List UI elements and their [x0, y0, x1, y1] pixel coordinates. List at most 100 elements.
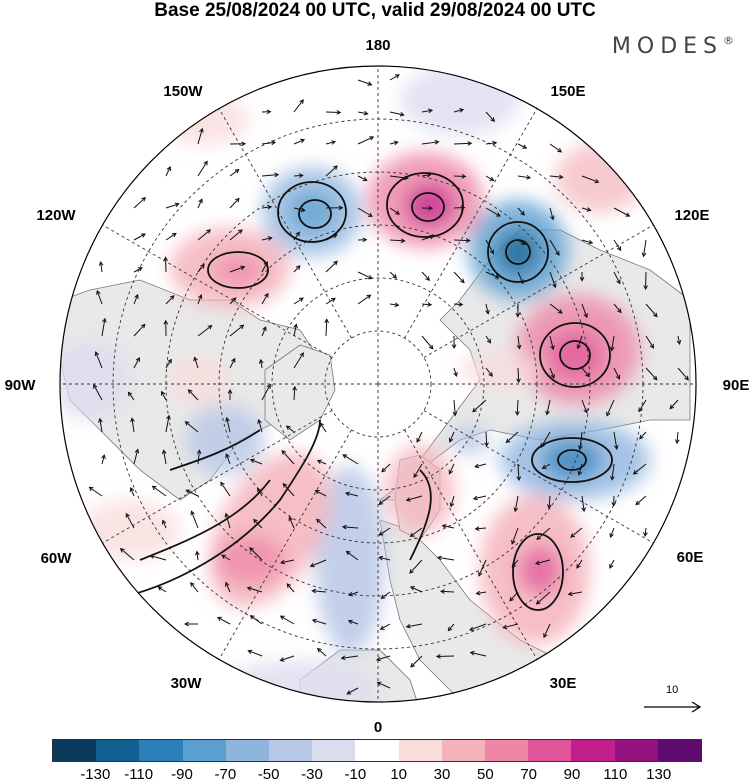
wind-vector-shaft	[197, 450, 200, 465]
wind-vector-head	[570, 533, 576, 538]
wind-vector	[261, 383, 271, 401]
wind-vector-shaft	[325, 165, 338, 177]
wind-vector-shaft	[613, 271, 621, 284]
wind-vector	[409, 559, 423, 574]
anomaly-positive-russia-core	[518, 545, 562, 595]
wind-vector-shaft	[473, 495, 487, 500]
wind-vector-shaft	[581, 175, 599, 183]
reference-vector	[644, 701, 702, 713]
wind-vector	[549, 174, 564, 180]
wind-vector-head	[332, 234, 338, 239]
wind-vector-shaft	[540, 431, 551, 448]
wind-vector-head	[309, 562, 315, 568]
wind-vector	[246, 586, 263, 593]
wind-vector	[249, 615, 263, 625]
wind-vector-shaft	[611, 463, 615, 480]
wind-vector-head	[555, 250, 560, 256]
wind-vector-shaft	[613, 367, 620, 380]
wind-vector-shaft	[581, 207, 591, 211]
wind-vector-shaft	[536, 591, 551, 605]
wind-vector-head	[166, 166, 171, 171]
wind-vector	[439, 589, 455, 594]
wind-vector-head	[616, 246, 622, 252]
wind-vector-head	[581, 507, 586, 513]
wind-vector-head	[267, 204, 273, 210]
wind-vector-shaft	[150, 555, 167, 561]
wind-vector-shaft	[389, 111, 404, 116]
wind-vector	[325, 205, 344, 211]
wind-vector-shaft	[261, 174, 279, 177]
wind-vector-head	[519, 279, 524, 285]
wind-vector-head	[166, 414, 171, 420]
wind-vector-head	[488, 372, 493, 377]
wind-vector	[515, 303, 521, 318]
wind-vector-shaft	[389, 271, 397, 279]
wind-vector-head	[576, 344, 582, 350]
wind-vector	[196, 449, 202, 465]
wind-vector-shaft	[517, 335, 520, 349]
lon-label-180: 180	[365, 37, 390, 54]
wind-vector-shaft	[472, 399, 487, 413]
wind-vector-shaft	[453, 303, 463, 306]
wind-vector-shaft	[581, 367, 590, 377]
streamline-loop-bering-high	[386, 172, 464, 238]
wind-vector-shaft	[421, 271, 430, 281]
wind-vector-shaft	[436, 655, 455, 658]
wind-vector	[380, 591, 391, 600]
wind-vector	[378, 495, 391, 505]
latitude-circle-70	[271, 277, 485, 491]
wind-vector	[184, 421, 199, 433]
wind-vector-head	[262, 326, 267, 332]
wind-vector-head	[379, 625, 385, 630]
wind-vector-head	[101, 454, 106, 460]
wind-vector	[225, 453, 231, 465]
wind-vector-head	[169, 295, 175, 300]
wind-vector	[193, 356, 199, 369]
wind-vector-shaft	[161, 391, 167, 401]
wind-vector-head	[282, 482, 288, 488]
wind-vector-shaft	[196, 551, 199, 561]
streamline-loop-russia-high	[512, 533, 564, 611]
wind-vector	[517, 174, 532, 180]
wind-vector	[319, 422, 327, 433]
wind-vector	[546, 495, 552, 510]
wind-vector	[606, 399, 615, 417]
wind-vector	[447, 623, 455, 632]
anomaly-positive-east-atlantic	[80, 500, 180, 560]
wind-vector-shaft	[579, 431, 583, 450]
wind-vector-head	[184, 621, 189, 627]
wind-vector-head	[399, 112, 405, 117]
wind-vector	[130, 417, 135, 433]
wind-vector-head	[102, 317, 107, 323]
wind-vector-shaft	[194, 357, 199, 369]
wind-vector	[516, 335, 522, 350]
wind-vector-head	[459, 278, 465, 284]
wind-vector-head	[513, 507, 519, 513]
anomaly-positive-gulf-alaska	[160, 95, 250, 145]
colorbar-cell	[571, 740, 615, 761]
wind-vector	[535, 591, 551, 605]
wind-vector	[502, 623, 519, 630]
colorbar-cell	[269, 740, 313, 761]
wind-vector-shaft	[293, 207, 305, 212]
wind-vector-head	[540, 443, 545, 449]
wind-vector	[436, 555, 455, 561]
wind-vector	[347, 619, 359, 625]
wind-vector-shaft	[611, 335, 615, 351]
reference-vector-head	[691, 701, 702, 713]
wind-vector	[165, 358, 172, 369]
wind-vector	[229, 197, 240, 209]
wind-vector-shaft	[576, 559, 583, 569]
wind-vector-shaft	[376, 655, 391, 661]
wind-vector	[453, 238, 471, 243]
wind-vector-head	[609, 532, 614, 538]
wind-vector-head	[472, 407, 477, 413]
wind-vector-shaft	[101, 318, 106, 337]
wind-vector-shaft	[389, 303, 399, 306]
wind-vector	[293, 231, 300, 241]
wind-vector-shaft	[248, 650, 263, 657]
wind-vector	[677, 367, 689, 381]
wind-vector-shaft	[217, 617, 231, 625]
wind-vector-shaft	[485, 111, 495, 122]
anomaly-positive-scandinavia	[385, 445, 455, 535]
